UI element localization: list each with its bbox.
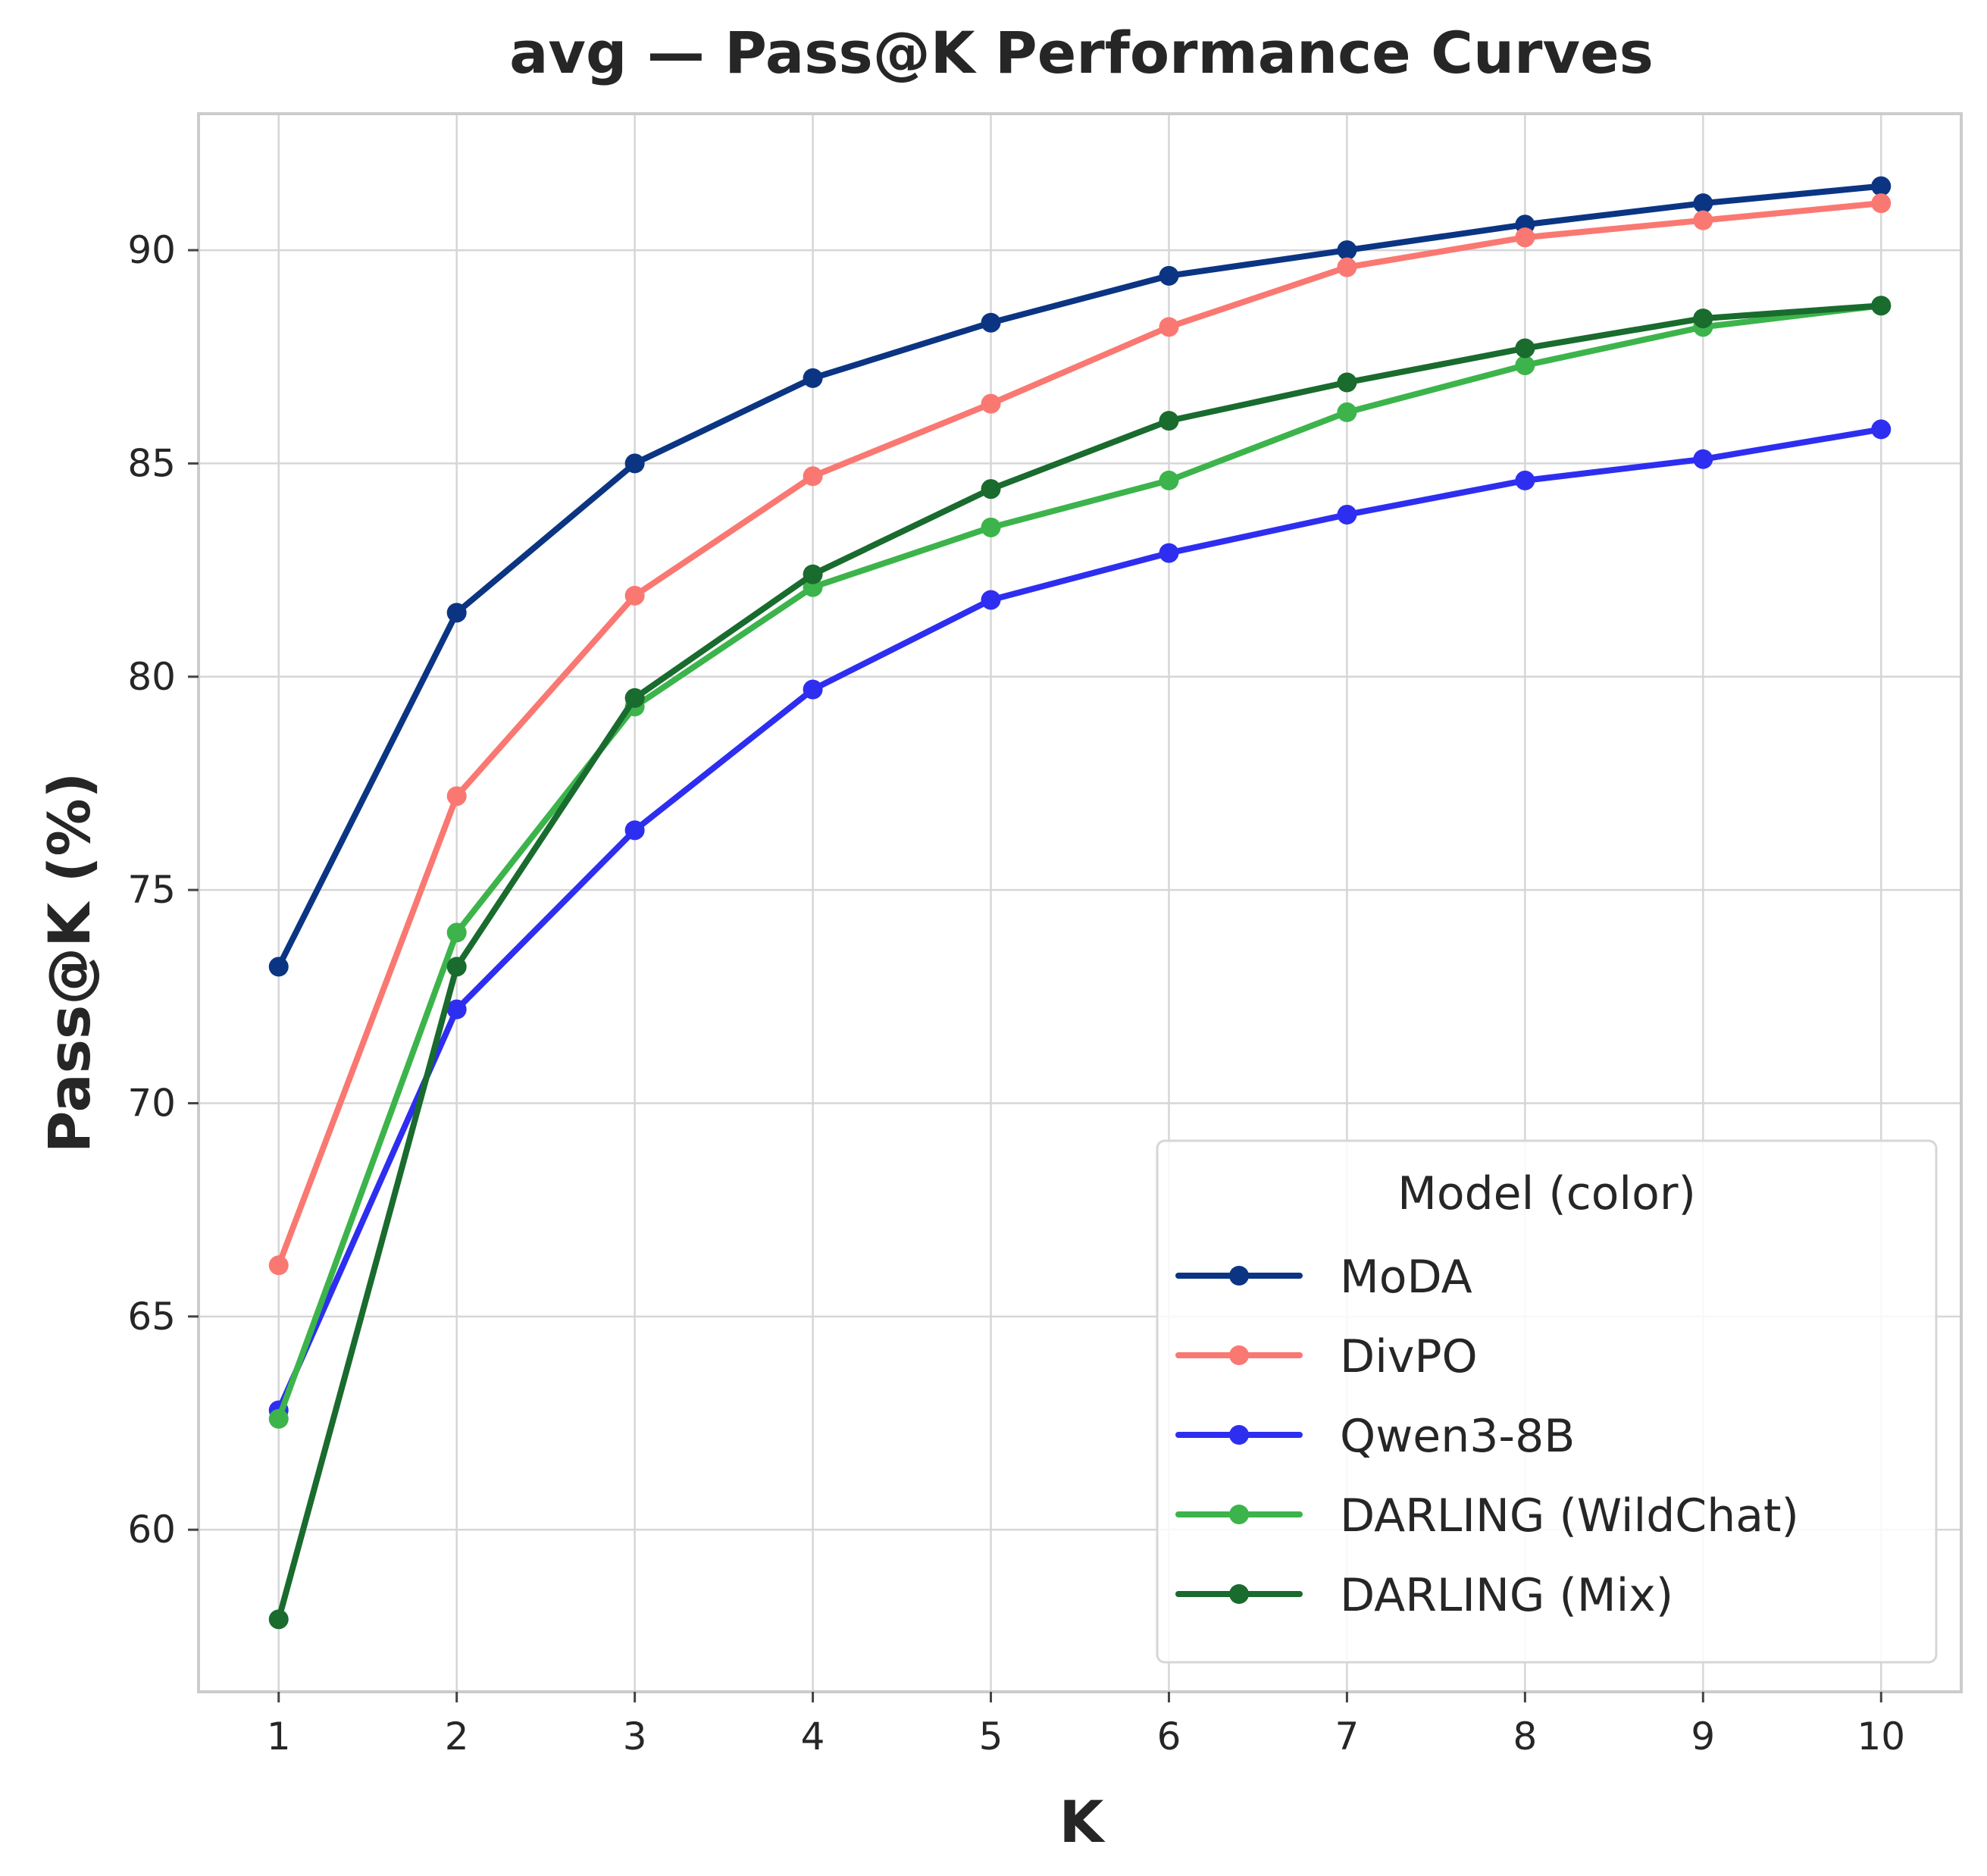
data-point-darling-mix xyxy=(446,957,467,977)
plot-frame xyxy=(197,112,1963,1693)
series-qwen3-8b xyxy=(268,419,1892,1420)
data-point-darling-wildchat xyxy=(268,1408,289,1429)
legend-marker xyxy=(1229,1584,1249,1604)
data-point-divpo xyxy=(1337,257,1357,277)
data-point-darling-mix xyxy=(1337,372,1357,393)
y-tick-labels: 60 65 70 75 80 85 90 xyxy=(127,228,199,1552)
x-tick-label: 2 xyxy=(445,1715,469,1759)
data-point-divpo xyxy=(1871,193,1892,214)
legend-marker xyxy=(1229,1266,1249,1286)
series-line-darling-wildchat xyxy=(275,302,1885,1422)
data-point-qwen3-8b xyxy=(1159,543,1179,563)
legend-entry: DivPO xyxy=(1175,1330,1478,1383)
data-point-qwen3-8b xyxy=(1515,470,1535,490)
data-point-qwen3-8b xyxy=(446,999,467,1019)
legend-box xyxy=(1156,1139,1938,1664)
y-tick-label: 75 xyxy=(127,868,176,912)
data-point-darling-mix xyxy=(1693,308,1713,329)
legend-label: DivPO xyxy=(1340,1330,1478,1383)
data-point-qwen3-8b xyxy=(1693,449,1713,469)
data-point-darling-wildchat xyxy=(446,922,467,943)
data-point-darling-mix xyxy=(268,1609,289,1630)
x-tick-label: 8 xyxy=(1513,1715,1537,1759)
data-point-divpo xyxy=(624,585,645,606)
series-line-qwen3-8b xyxy=(275,426,1885,1414)
y-axis-label: Pass@K (%) xyxy=(36,772,103,1153)
x-tick-label: 5 xyxy=(979,1715,1003,1759)
x-tick-label: 9 xyxy=(1691,1715,1715,1759)
data-point-darling-mix xyxy=(803,564,823,584)
legend-label: DARLING (Mix) xyxy=(1340,1569,1673,1622)
data-point-darling-mix xyxy=(1515,338,1535,359)
data-point-darling-wildchat xyxy=(1515,355,1535,375)
y-tick-label: 85 xyxy=(127,441,176,485)
data-point-divpo xyxy=(803,466,823,487)
x-axis-label: K xyxy=(1059,1788,1106,1856)
x-tick-label: 3 xyxy=(623,1715,647,1759)
data-point-darling-wildchat xyxy=(1159,470,1179,490)
data-point-darling-wildchat xyxy=(981,517,1001,537)
y-tick-label: 60 xyxy=(127,1508,176,1552)
data-point-moda xyxy=(981,312,1001,333)
x-tick-label: 10 xyxy=(1857,1715,1905,1759)
data-point-darling-wildchat xyxy=(1337,402,1357,422)
data-point-moda xyxy=(624,453,645,474)
data-point-qwen3-8b xyxy=(624,820,645,841)
data-point-moda xyxy=(268,957,289,977)
data-point-divpo xyxy=(1159,317,1179,337)
legend-marker xyxy=(1229,1505,1249,1524)
data-point-divpo xyxy=(446,786,467,806)
data-point-moda xyxy=(1693,193,1713,214)
series-line-moda xyxy=(275,183,1885,970)
data-point-moda xyxy=(803,368,823,388)
chart-title: avg — Pass@K Performance Curves xyxy=(509,19,1654,86)
legend-marker xyxy=(1229,1425,1249,1445)
series-lines xyxy=(268,176,1892,1630)
x-tick-labels: 1 2 3 4 5 6 7 8 9 10 xyxy=(267,1692,1905,1759)
data-point-darling-mix xyxy=(1159,411,1179,431)
series-line-darling-mix xyxy=(275,302,1885,1623)
y-tick-label: 65 xyxy=(127,1295,176,1339)
data-point-moda xyxy=(1337,240,1357,261)
legend-marker xyxy=(1229,1345,1249,1365)
legend-entry: Qwen3-8B xyxy=(1175,1410,1575,1463)
data-point-qwen3-8b xyxy=(981,590,1001,610)
y-tick-label: 90 xyxy=(127,228,176,272)
legend-label: Qwen3-8B xyxy=(1340,1410,1575,1463)
data-point-darling-mix xyxy=(981,479,1001,500)
data-point-divpo xyxy=(268,1255,289,1276)
data-point-qwen3-8b xyxy=(803,679,823,700)
y-tick-label: 70 xyxy=(127,1081,176,1125)
series-line-divpo xyxy=(275,200,1885,1269)
data-point-moda xyxy=(446,603,467,623)
series-divpo xyxy=(268,193,1892,1276)
x-tick-label: 6 xyxy=(1157,1715,1181,1759)
data-point-divpo xyxy=(1515,227,1535,248)
legend-entry: DARLING (WildChat) xyxy=(1175,1489,1799,1542)
legend: Model (color) MoDA DivPO Qwen3-8B DARLING (… xyxy=(1156,1139,1938,1664)
data-point-moda xyxy=(1871,176,1892,196)
data-point-qwen3-8b xyxy=(1871,419,1892,440)
x-tick-label: 1 xyxy=(267,1715,291,1759)
x-tick-label: 4 xyxy=(801,1715,825,1759)
data-point-divpo xyxy=(1693,210,1713,230)
y-tick-label: 80 xyxy=(127,655,176,699)
legend-label: DARLING (WildChat) xyxy=(1340,1489,1799,1542)
data-point-divpo xyxy=(981,393,1001,414)
legend-title: Model (color) xyxy=(1397,1167,1696,1220)
data-point-moda xyxy=(1159,265,1179,286)
data-point-darling-mix xyxy=(624,687,645,708)
x-tick-label: 7 xyxy=(1335,1715,1360,1759)
data-point-qwen3-8b xyxy=(1337,504,1357,525)
legend-entries: MoDA DivPO Qwen3-8B DARLING (WildChat) DARLI… xyxy=(1175,1251,1799,1622)
series-moda xyxy=(268,176,1892,977)
legend-entry: DARLING (Mix) xyxy=(1175,1569,1673,1622)
legend-label: MoDA xyxy=(1340,1251,1472,1304)
legend-entry: MoDA xyxy=(1175,1251,1472,1304)
data-point-darling-mix xyxy=(1871,296,1892,316)
series-darling-mix xyxy=(268,296,1892,1630)
